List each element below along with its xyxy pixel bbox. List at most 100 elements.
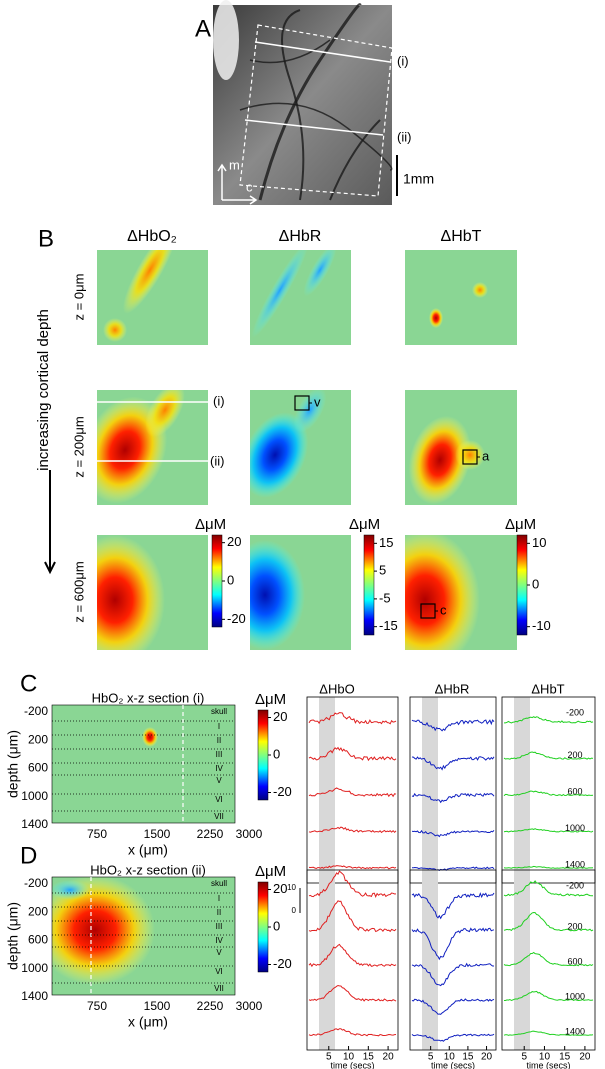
trace-title: ΔHbR xyxy=(435,681,470,696)
depth-label: 600 xyxy=(567,786,582,796)
trace xyxy=(503,880,593,897)
trace xyxy=(411,892,495,920)
section-line xyxy=(244,119,384,136)
trace xyxy=(308,870,397,898)
layer-label: VII xyxy=(214,812,224,821)
scale-bar-label: 1mm xyxy=(403,171,434,187)
y-tick-label: 600 xyxy=(28,933,48,947)
trace xyxy=(503,951,594,967)
trace-title: ΔHbO xyxy=(319,681,354,696)
line-label: (ii) xyxy=(397,129,411,144)
trace xyxy=(503,865,594,869)
trace xyxy=(308,865,397,870)
x-tick-label: 3000 xyxy=(236,999,263,1013)
heat-blob xyxy=(251,250,309,338)
y-tick-label: 600 xyxy=(28,761,48,775)
heat-blob xyxy=(293,390,327,433)
heatmap xyxy=(250,250,351,345)
heatmap xyxy=(97,535,208,650)
vessel xyxy=(249,39,331,64)
trace xyxy=(503,1030,594,1036)
depth-label: 200 xyxy=(567,750,582,760)
x-tick-label: 750 xyxy=(87,999,107,1013)
depth-label: -200 xyxy=(566,880,584,890)
section-title: HbO₂ x-z section (ii) xyxy=(90,862,206,877)
line-label: (ii) xyxy=(210,453,224,468)
trace xyxy=(411,927,495,961)
column-title: ΔHbO₂ xyxy=(127,228,177,245)
heat-blob xyxy=(455,440,485,470)
heat-blob xyxy=(52,877,155,985)
line-label: (i) xyxy=(213,393,225,408)
row-label: z = 600μm xyxy=(71,561,86,622)
vessel xyxy=(239,102,393,171)
y-tick-label: -200 xyxy=(24,704,48,718)
trace-box xyxy=(306,696,399,884)
trace xyxy=(308,1028,397,1037)
scale-tick-label: 10 xyxy=(287,883,296,892)
heatmap-frame xyxy=(51,704,236,824)
stim-band xyxy=(514,697,530,883)
field-of-view xyxy=(239,24,393,197)
trace-box xyxy=(306,869,399,1051)
x-tick-label: 2250 xyxy=(197,999,224,1013)
heat-blob xyxy=(145,390,185,438)
heatmap xyxy=(52,877,235,995)
colorbar-tick-label: 0 xyxy=(227,572,234,587)
depth-arrow xyxy=(44,470,56,575)
colorbar-tick-label: -5 xyxy=(379,590,391,605)
trace-box xyxy=(409,869,497,1051)
trace xyxy=(411,719,495,732)
heat-blob xyxy=(97,535,165,650)
trace-box xyxy=(409,696,497,884)
heat-blob xyxy=(303,250,337,297)
x-tick-label: 750 xyxy=(87,827,107,841)
heatmap xyxy=(97,390,208,505)
trace xyxy=(411,998,495,1015)
heatmap-bg xyxy=(52,705,235,823)
y-tick-label: 200 xyxy=(28,904,48,918)
colorbar xyxy=(257,881,269,973)
layer-label: VII xyxy=(214,984,224,993)
heatmap-frame xyxy=(51,876,236,996)
axis-label: c xyxy=(246,179,253,194)
trace-title: ΔHbT xyxy=(531,681,564,696)
panel-label: D xyxy=(20,842,37,869)
trace xyxy=(308,943,397,968)
colorbar-tick-label: -20 xyxy=(273,956,292,971)
panel-label: C xyxy=(20,670,37,697)
colorbar-tick-label: 5 xyxy=(379,563,386,578)
depth-label: 600 xyxy=(567,956,582,966)
axis-title: time (secs) xyxy=(526,1060,570,1069)
x-tick-label: 5 xyxy=(428,1052,434,1063)
row-label: z = 0μm xyxy=(71,274,86,321)
x-tick-label: 5 xyxy=(326,1052,332,1063)
section-title: HbO₂ x-z section (i) xyxy=(92,690,205,705)
heat-blob xyxy=(103,318,127,342)
x-tick-label: 10 xyxy=(343,1052,355,1063)
x-tick-label: 1500 xyxy=(144,827,171,841)
panel-label: A xyxy=(195,15,211,42)
axis-title: x (μm) xyxy=(128,842,168,858)
heat-blob xyxy=(405,535,480,650)
layer-label: IV xyxy=(215,764,223,773)
y-tick-label: 1000 xyxy=(21,789,48,803)
layer-label: VI xyxy=(215,795,223,804)
depth-label: 200 xyxy=(567,921,582,931)
colorbar-unit: ΔμM xyxy=(255,691,286,708)
x-tick-label: 2250 xyxy=(197,827,224,841)
x-tick-label: 20 xyxy=(383,1052,395,1063)
x-tick-label: 10 xyxy=(444,1052,456,1063)
roi-label: c xyxy=(440,602,447,617)
column-title: ΔHbT xyxy=(441,228,482,245)
axis-title: x (μm) xyxy=(128,1014,168,1030)
axis-title: time (secs) xyxy=(431,1060,475,1069)
row-label: z = 200μm xyxy=(71,416,86,477)
layer-label: II xyxy=(217,736,221,745)
depth-label: 1400 xyxy=(565,859,585,869)
colorbar-tick-label: 0 xyxy=(273,746,280,761)
y-tick-label: 1000 xyxy=(21,961,48,975)
y-tick-label: 200 xyxy=(28,732,48,746)
trace xyxy=(503,790,594,797)
stim-band xyxy=(422,697,438,883)
